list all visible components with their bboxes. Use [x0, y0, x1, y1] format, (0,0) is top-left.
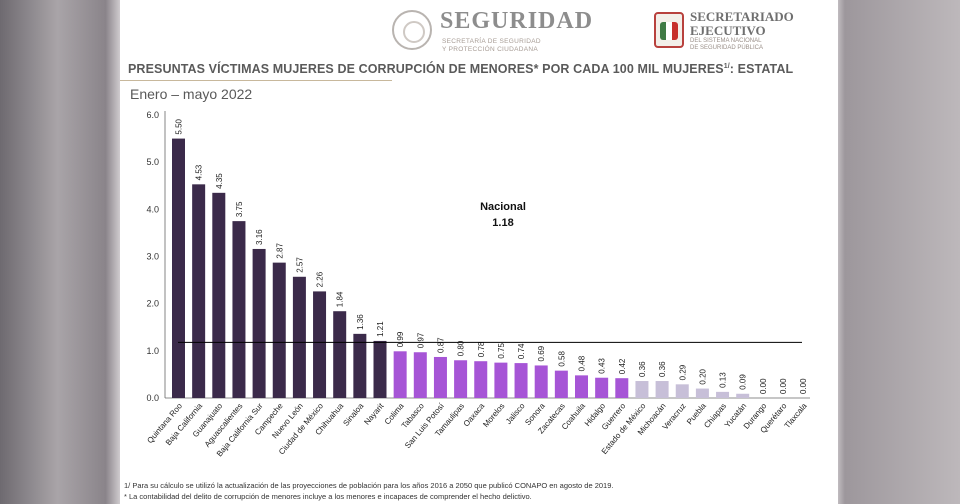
- bar: [716, 391, 730, 398]
- bar: [655, 381, 669, 398]
- bar-value-label: 0.00: [779, 378, 788, 394]
- national-label: Nacional: [480, 201, 526, 213]
- bar: [272, 262, 286, 398]
- national-value: 1.18: [492, 217, 513, 229]
- bar: [393, 351, 407, 398]
- bar-value-label: 0.09: [739, 374, 748, 390]
- bar-value-label: 0.36: [638, 361, 647, 377]
- bar: [675, 384, 689, 398]
- category-label: Nayarit: [362, 401, 386, 427]
- bar: [615, 378, 629, 398]
- org-subtitle: DEL SISTEMA NACIONAL DE SEGURIDAD PÚBLIC…: [690, 38, 763, 52]
- org-line-2: EJECUTIVO: [690, 23, 766, 38]
- bar: [252, 248, 266, 398]
- bar: [232, 221, 246, 398]
- bar-value-label: 0.75: [497, 343, 506, 359]
- bar: [736, 393, 750, 398]
- bar-value-label: 0.48: [578, 355, 587, 371]
- bar: [172, 138, 185, 399]
- bar: [353, 333, 367, 398]
- brand-title: SEGURIDAD: [440, 8, 594, 34]
- bar-value-label: 1.21: [376, 321, 385, 337]
- bar: [695, 388, 709, 398]
- brand-sub-line-1: SECRETARÍA DE SEGURIDAD: [442, 38, 541, 45]
- bar-value-label: 0.99: [396, 331, 405, 347]
- category-label: Morelos: [481, 402, 506, 430]
- bar-value-label: 2.26: [316, 271, 325, 287]
- bar-value-label: 1.36: [356, 314, 365, 330]
- bar-value-label: 0.74: [517, 343, 526, 359]
- bar-value-label: 4.53: [195, 164, 204, 180]
- bar: [494, 362, 508, 398]
- bar: [575, 375, 588, 398]
- brand-sub-line-2: Y PROTECCIÓN CIUDADANA: [442, 46, 539, 53]
- bar-value-label: 0.87: [436, 337, 445, 353]
- bar-value-label: 2.87: [275, 243, 284, 259]
- org-sub-line-1: DEL SISTEMA NACIONAL: [690, 38, 762, 44]
- bar-value-label: 3.16: [255, 229, 264, 245]
- bar-value-label: 5.50: [175, 118, 184, 134]
- bar-value-label: 0.43: [598, 358, 607, 374]
- y-tick-label: 1.0: [146, 346, 159, 356]
- footnote-definition: * La contabilidad del delito de corrupci…: [124, 492, 532, 501]
- bar-value-label: 3.75: [235, 201, 244, 217]
- bar: [192, 184, 206, 398]
- chart-subtitle: Enero – mayo 2022: [130, 86, 253, 102]
- y-tick-label: 2.0: [146, 299, 159, 309]
- y-tick-label: 4.0: [146, 204, 159, 214]
- title-divider: [120, 80, 392, 81]
- bar-value-label: 0.80: [457, 340, 466, 356]
- bar-value-label: 4.35: [215, 173, 224, 189]
- y-tick-label: 5.0: [146, 157, 159, 167]
- bar: [433, 356, 447, 398]
- bar: [514, 363, 528, 398]
- bar: [212, 192, 226, 398]
- bar-value-label: 0.00: [799, 378, 808, 394]
- bar-value-label: 0.36: [658, 361, 667, 377]
- bar: [313, 291, 327, 398]
- header-logos: SEGURIDAD SECRETARÍA DE SEGURIDAD Y PROT…: [392, 8, 812, 54]
- bar-value-label: 0.00: [759, 378, 768, 394]
- bar-value-label: 0.78: [477, 341, 486, 357]
- y-tick-label: 0.0: [146, 393, 159, 403]
- y-tick-label: 3.0: [146, 252, 159, 262]
- chart-title-text: PRESUNTAS VÍCTIMAS MUJERES DE CORRUPCIÓN…: [128, 62, 724, 76]
- footnote-population: 1/ Para su cálculo se utilizó la actuali…: [124, 481, 614, 490]
- bar-value-label: 0.13: [719, 372, 728, 388]
- chart-title-suffix: : ESTATAL: [729, 62, 794, 76]
- bar: [534, 365, 548, 398]
- org-sub-line-2: DE SEGURIDAD PÚBLICA: [690, 45, 764, 51]
- bar: [635, 381, 649, 398]
- bar-value-label: 0.97: [416, 332, 425, 348]
- bar: [474, 361, 488, 398]
- sesnsp-logo-icon: [654, 12, 684, 48]
- category-label: Sinaloa: [341, 401, 365, 428]
- bar: [413, 352, 427, 398]
- bar: [292, 276, 306, 398]
- bar-value-label: 0.20: [698, 368, 707, 384]
- bar: [333, 311, 347, 398]
- org-line-1: SECRETARIADO: [690, 9, 794, 24]
- bar: [595, 377, 609, 398]
- bar: [454, 360, 468, 398]
- bar-value-label: 1.84: [336, 291, 345, 307]
- bar: [554, 370, 568, 398]
- y-tick-label: 6.0: [146, 110, 159, 120]
- bar-value-label: 0.69: [537, 345, 546, 361]
- bar-value-label: 0.29: [678, 364, 687, 380]
- chart-title-superscript: 1/: [723, 62, 730, 70]
- brand-subtitle: SECRETARÍA DE SEGURIDAD Y PROTECCIÓN CIU…: [442, 38, 541, 54]
- category-label: Tlaxcala: [783, 401, 809, 430]
- bar: [373, 340, 387, 398]
- org-title: SECRETARIADO EJECUTIVO: [690, 10, 794, 38]
- bar-value-label: 0.42: [618, 358, 627, 374]
- bar-value-label: 2.57: [295, 257, 304, 273]
- chart-title: PRESUNTAS VÍCTIMAS MUJERES DE CORRUPCIÓN…: [128, 62, 793, 76]
- national-seal-icon: [392, 10, 432, 50]
- bar-value-label: 0.58: [557, 351, 566, 367]
